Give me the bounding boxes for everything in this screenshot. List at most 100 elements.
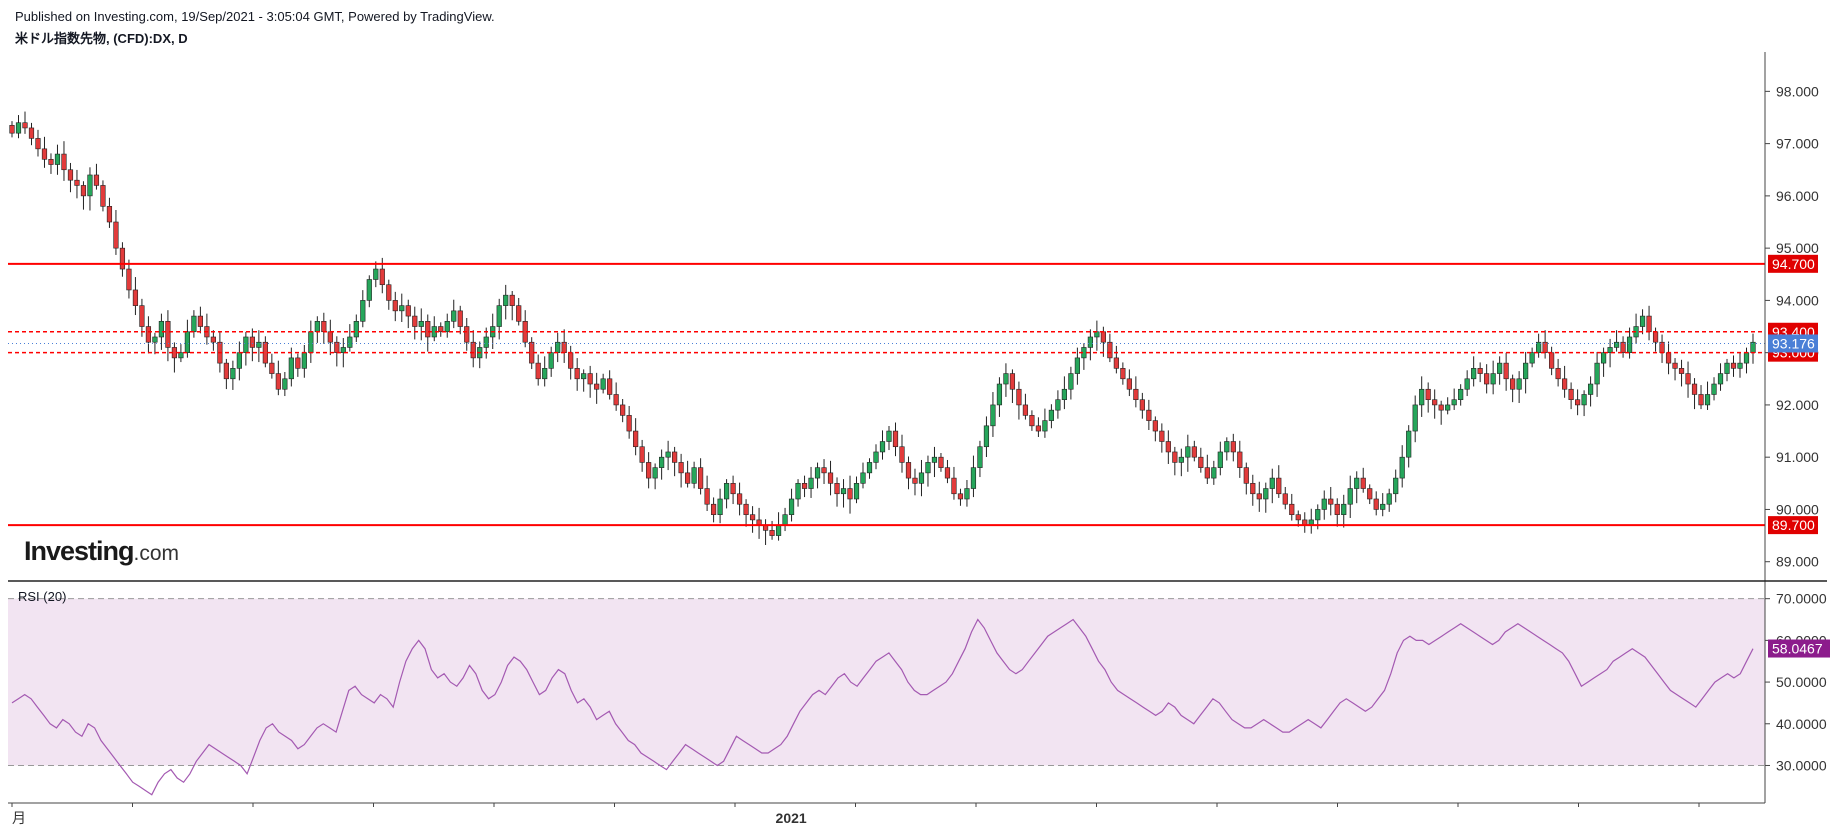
candle-body — [1113, 357, 1119, 369]
candle-body — [866, 462, 873, 474]
candle-body — [509, 294, 515, 306]
candle-body — [925, 462, 931, 474]
candle-body — [1529, 352, 1535, 364]
candle-body — [1185, 446, 1191, 458]
candle-body — [639, 446, 645, 463]
investing-logo: Investing.com — [24, 536, 180, 566]
candle-body — [1087, 336, 1093, 348]
candle-body — [1484, 373, 1490, 385]
candle-body — [1380, 503, 1386, 510]
price-tick-label: 97.000 — [1776, 136, 1819, 152]
candle-body — [347, 336, 353, 348]
candle-body — [1737, 362, 1743, 369]
published-note: Published on Investing.com, 19/Sep/2021 … — [15, 9, 495, 24]
rsi-tick-label: 30.0000 — [1776, 757, 1827, 773]
candle-body — [119, 247, 126, 270]
candle-body — [834, 483, 840, 495]
candle-body — [243, 336, 249, 353]
candle-body — [1600, 352, 1607, 364]
candle-body — [912, 477, 918, 484]
candle-body — [1594, 362, 1600, 385]
candle-body — [827, 472, 834, 484]
candle-body — [1646, 315, 1652, 333]
candle-body — [814, 467, 821, 479]
candle-body — [1568, 388, 1574, 400]
candle-body — [879, 441, 886, 453]
candle-body — [1698, 394, 1704, 406]
candle-body — [633, 430, 639, 448]
price-tick-label: 94.000 — [1776, 292, 1819, 308]
candle-body — [444, 321, 450, 333]
candle-body — [931, 456, 938, 463]
candle-body — [957, 493, 964, 500]
price-pane — [8, 111, 1765, 545]
rsi-current-label: 58.0467 — [1772, 641, 1823, 657]
candle-body — [782, 514, 788, 526]
candle-body — [321, 321, 327, 333]
candle-body — [613, 394, 619, 406]
candle-body — [710, 503, 717, 515]
candle-body — [977, 446, 983, 468]
candle-body — [1341, 503, 1347, 515]
candle-body — [723, 483, 730, 500]
candle-body — [1191, 446, 1197, 458]
candle-body — [15, 122, 22, 134]
candle-body — [1575, 399, 1581, 406]
candle-body — [256, 341, 262, 348]
candle-body — [74, 179, 80, 186]
candle-body — [886, 430, 892, 442]
level-tag-label: 89.700 — [1772, 517, 1815, 533]
candle-body — [113, 221, 119, 249]
candle-body — [1471, 368, 1477, 380]
candle-body — [1328, 498, 1334, 505]
candle-body — [54, 153, 61, 165]
candle-body — [1172, 451, 1178, 463]
candle-body — [425, 321, 431, 338]
candle-body — [951, 477, 957, 495]
candle-body — [1243, 467, 1249, 484]
candle-body — [1100, 331, 1106, 343]
candle-body — [892, 430, 899, 448]
candle-body — [873, 451, 879, 463]
candle-body — [295, 357, 301, 369]
candle-body — [1074, 357, 1080, 374]
candle-body — [87, 174, 93, 197]
current-price-tag — [1768, 334, 1818, 353]
candle-body — [964, 488, 970, 500]
candle-body — [126, 268, 132, 291]
candle-body — [1497, 362, 1503, 374]
candle-body — [1373, 498, 1379, 510]
candle-body — [1042, 420, 1048, 432]
candle-body — [139, 305, 145, 327]
price-tick-label: 96.000 — [1776, 188, 1819, 204]
candle-body — [620, 404, 626, 416]
candle-body — [1665, 352, 1672, 364]
rsi-tick-label: 50.0000 — [1776, 674, 1827, 690]
candle-body — [607, 378, 613, 395]
rsi-band — [8, 598, 1765, 766]
candle-body — [288, 357, 294, 380]
candle-body — [1587, 383, 1594, 395]
candle-body — [548, 352, 554, 369]
candle-body — [1613, 341, 1620, 348]
candle-body — [470, 341, 476, 359]
candle-body — [574, 368, 580, 380]
candle-body — [1607, 347, 1613, 353]
candle-body — [736, 493, 743, 505]
candle-body — [1009, 373, 1016, 390]
candle-body — [1211, 467, 1217, 479]
candle-body — [970, 467, 977, 489]
candle-body — [600, 378, 606, 390]
candle-body — [1035, 425, 1042, 432]
rsi-current-tag — [1768, 639, 1830, 658]
candle-body — [1276, 477, 1282, 495]
candle-body — [1516, 378, 1522, 390]
candle-body — [269, 362, 275, 374]
candle-body — [1224, 441, 1230, 453]
candle-body — [191, 315, 197, 333]
candle-body — [944, 467, 951, 479]
candle-body — [749, 514, 756, 521]
rsi-pane: RSI (20) — [8, 589, 1765, 796]
candle-body — [1445, 404, 1451, 411]
